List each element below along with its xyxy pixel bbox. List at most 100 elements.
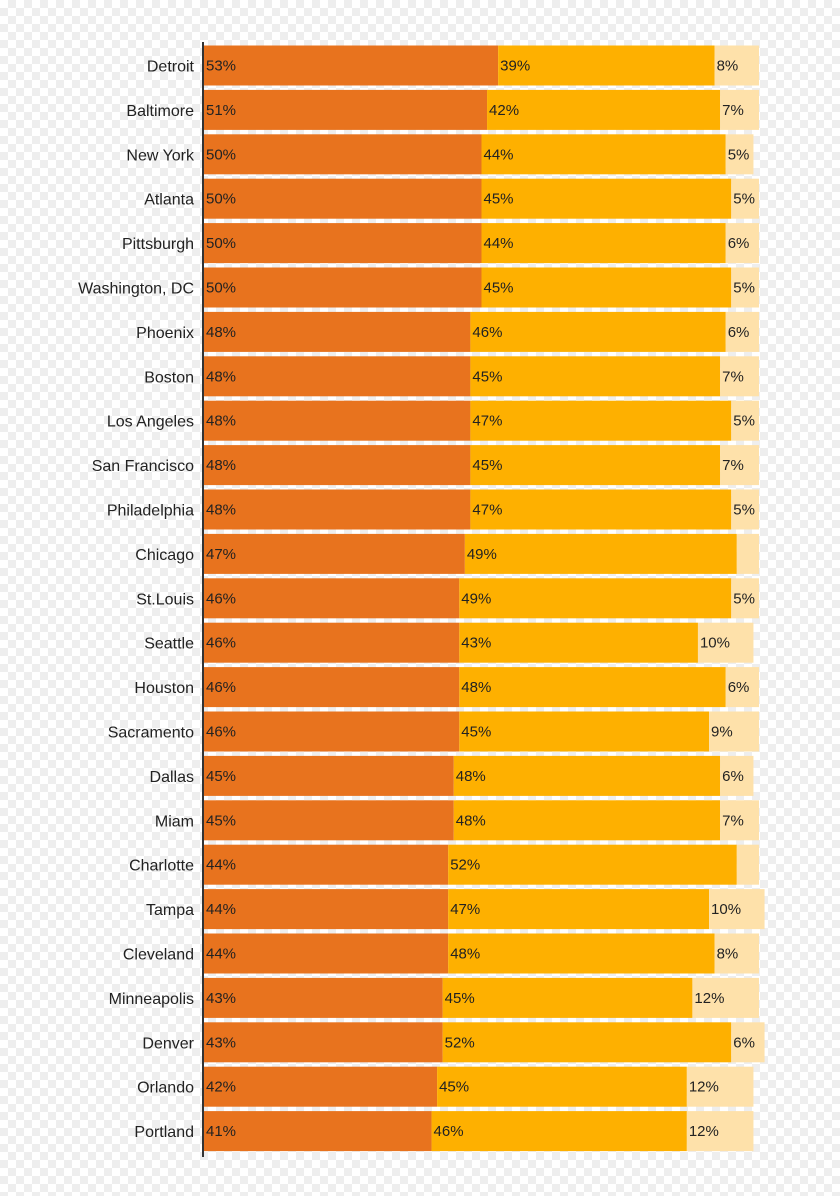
category-label: Baltimore bbox=[126, 103, 194, 120]
value-label-3: 7% bbox=[722, 812, 744, 829]
value-label-3: 7% bbox=[722, 457, 744, 474]
value-label-1: 53% bbox=[206, 58, 236, 75]
value-label-2: 43% bbox=[461, 635, 491, 652]
bar-segment-3 bbox=[714, 45, 759, 86]
value-label-1: 51% bbox=[206, 102, 236, 119]
bar-segment-1 bbox=[204, 711, 460, 752]
value-label-3: 6% bbox=[728, 679, 750, 696]
category-label: Miam bbox=[155, 813, 194, 830]
category-label: Tampa bbox=[146, 902, 194, 919]
bar-segment-3 bbox=[720, 356, 759, 397]
value-label-2: 45% bbox=[461, 724, 491, 741]
bar-segment-1 bbox=[204, 1066, 438, 1107]
bar-segment-2 bbox=[481, 178, 732, 219]
bar-segment-3 bbox=[686, 1066, 754, 1107]
bar-segment-2 bbox=[481, 134, 726, 175]
value-label-1: 50% bbox=[206, 235, 236, 252]
value-label-3: 8% bbox=[717, 946, 739, 963]
value-label-1: 44% bbox=[206, 946, 236, 963]
category-label: Philadelphia bbox=[107, 503, 194, 520]
bar-segment-1 bbox=[204, 800, 454, 841]
bar-segment-1 bbox=[204, 400, 471, 441]
value-label-3: 6% bbox=[733, 1034, 755, 1051]
value-label-2: 45% bbox=[439, 1079, 469, 1096]
bar-segment-3 bbox=[709, 889, 765, 930]
value-label-1: 48% bbox=[206, 502, 236, 519]
category-label-layer: Detroit Baltimore New York Atlanta Pittsburg… bbox=[78, 59, 195, 1142]
bar-segment-2 bbox=[470, 489, 732, 530]
bar-segment-3 bbox=[725, 134, 754, 175]
bar-segment-2 bbox=[459, 667, 726, 708]
value-label-3: 5% bbox=[728, 146, 750, 163]
bar-segment-1 bbox=[204, 622, 460, 663]
value-label-3: 12% bbox=[689, 1123, 719, 1140]
bar-segment-2 bbox=[448, 844, 737, 885]
value-label-1: 41% bbox=[206, 1123, 236, 1140]
category-label: Cleveland bbox=[123, 947, 194, 964]
value-label-1: 42% bbox=[206, 1079, 236, 1096]
value-label-3: 6% bbox=[722, 768, 744, 785]
bar-segment-1 bbox=[204, 755, 454, 796]
value-label-2: 42% bbox=[489, 102, 519, 119]
value-label-1: 50% bbox=[206, 280, 236, 297]
value-label-2: 44% bbox=[484, 146, 514, 163]
value-label-2: 48% bbox=[450, 946, 480, 963]
category-label: Seattle bbox=[144, 636, 194, 653]
value-label-2: 44% bbox=[484, 235, 514, 252]
value-label-1: 45% bbox=[206, 768, 236, 785]
value-label-1: 48% bbox=[206, 324, 236, 341]
value-label-1: 43% bbox=[206, 990, 236, 1007]
value-label-1: 50% bbox=[206, 191, 236, 208]
value-label-2: 48% bbox=[456, 768, 486, 785]
bar-segment-2 bbox=[470, 311, 726, 352]
category-label: Charlotte bbox=[129, 858, 194, 875]
bar-segment-2 bbox=[481, 267, 732, 308]
bar-segment-1 bbox=[204, 356, 471, 397]
bar-segment-2 bbox=[487, 89, 721, 130]
value-label-1: 46% bbox=[206, 635, 236, 652]
category-label: Chicago bbox=[135, 547, 194, 564]
category-label: Atlanta bbox=[144, 192, 194, 209]
value-label-3: 12% bbox=[689, 1079, 719, 1096]
bar-segment-1 bbox=[204, 223, 482, 264]
bar-layer bbox=[204, 45, 765, 1152]
bar-segment-2 bbox=[470, 356, 721, 397]
bar-segment-1 bbox=[204, 533, 465, 574]
bar-segment-3 bbox=[731, 489, 759, 530]
value-label-3: 10% bbox=[700, 635, 730, 652]
category-label: Boston bbox=[144, 369, 194, 386]
value-label-2: 49% bbox=[461, 590, 491, 607]
bar-segment-1 bbox=[204, 889, 449, 930]
value-label-2: 45% bbox=[445, 990, 475, 1007]
bar-segment-1 bbox=[204, 178, 482, 219]
value-label-3: 7% bbox=[722, 102, 744, 119]
value-label-2: 46% bbox=[472, 324, 502, 341]
category-label: Washington, DC bbox=[78, 281, 194, 298]
bar-segment-1 bbox=[204, 1111, 432, 1152]
value-label-2: 52% bbox=[450, 857, 480, 874]
value-label-1: 43% bbox=[206, 1034, 236, 1051]
value-label-3: 5% bbox=[733, 280, 755, 297]
bar-segment-1 bbox=[204, 45, 499, 86]
value-label-2: 47% bbox=[450, 901, 480, 918]
value-label-1: 50% bbox=[206, 146, 236, 163]
bar-segment-2 bbox=[459, 711, 710, 752]
bar-segment-2 bbox=[437, 1066, 687, 1107]
bar-segment-2 bbox=[448, 889, 710, 930]
bar-segment-1 bbox=[204, 933, 449, 974]
bar-segment-3 bbox=[720, 445, 759, 486]
bar-segment-2 bbox=[442, 977, 693, 1018]
category-label: Houston bbox=[134, 680, 194, 697]
bar-segment-3 bbox=[686, 1111, 754, 1152]
category-label: Minneapolis bbox=[109, 991, 194, 1008]
value-label-1: 44% bbox=[206, 901, 236, 918]
bar-segment-1 bbox=[204, 1022, 443, 1063]
category-label: Los Angeles bbox=[107, 414, 194, 431]
category-label: San Francisco bbox=[92, 458, 194, 475]
value-label-1: 48% bbox=[206, 368, 236, 385]
value-label-3: 5% bbox=[733, 413, 755, 430]
value-label-3: 5% bbox=[733, 191, 755, 208]
value-label-3: 6% bbox=[728, 235, 750, 252]
value-label-1: 46% bbox=[206, 590, 236, 607]
